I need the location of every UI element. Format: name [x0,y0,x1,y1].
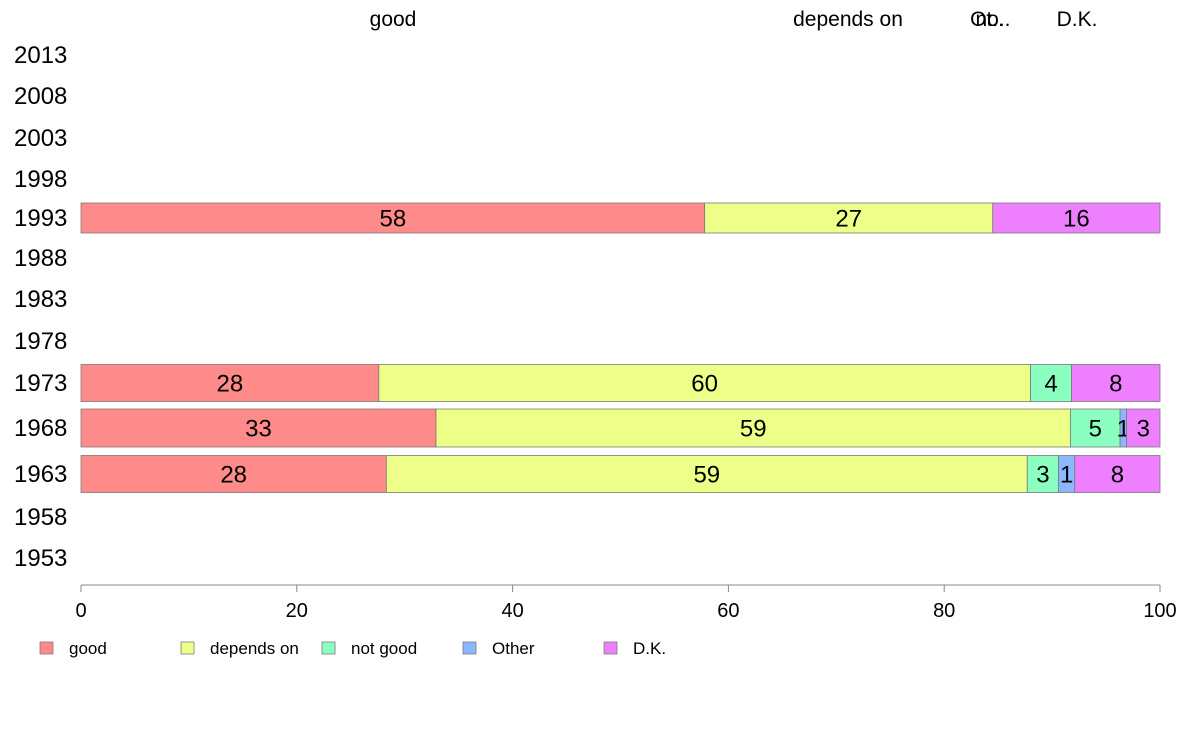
value-label-1968-not-good: 5 [1089,416,1102,443]
category-labels: 2013 2008 2003 1998 1993 1988 1983 1978 1973 1968… [14,42,67,572]
value-label-1993-depends-on: 27 [835,206,862,233]
top-label-good: good [370,8,417,31]
year-label-2003: 2003 [14,125,67,152]
year-label-2013: 2013 [14,42,67,69]
bar-1968-not-good [1070,408,1121,448]
legend-label-other: Other [492,639,535,658]
top-label-no: no.. [975,8,1010,31]
value-label-1993-good: 58 [379,206,406,233]
legend-swatch-not-good [321,641,336,655]
value-label-1973-not-good: 4 [1044,371,1057,398]
bar-1973-not-good [1030,364,1072,402]
year-label-1958: 1958 [14,504,67,531]
legend-swatch-good [39,641,54,655]
value-label-1963-not-good: 3 [1036,462,1049,489]
top-label-d-k: D.K. [1057,8,1098,31]
value-label-1963-d-k: 8 [1111,462,1124,489]
bar-1963-depends-on [385,455,1028,493]
value-label-1963-other: 1 [1060,462,1073,489]
value-label-1973-good: 28 [217,371,244,398]
value-label-1968-good: 33 [245,416,272,443]
bar-1993-depends-on [704,202,994,234]
legend-swatch-depends-on [180,641,195,655]
x-tick-label-40: 40 [501,600,523,622]
top-label-depends-on: depends on [793,8,903,31]
legend-label-d-k: D.K. [633,639,666,658]
year-label-1988: 1988 [14,245,67,272]
year-label-1968: 1968 [14,415,67,442]
year-label-2008: 2008 [14,83,67,110]
legend-swatch-other [462,641,477,655]
legend-label-depends-on: depends on [210,639,299,658]
year-label-1983: 1983 [14,286,67,313]
legend-swatch-d-k [603,641,618,655]
bar-1963-d-k [1074,455,1161,493]
x-axis: 0 20 40 60 80 100 [75,584,1177,622]
year-label-1953: 1953 [14,545,67,572]
legend-label-good: good [69,639,107,658]
value-label-1973-depends-on: 60 [691,371,718,398]
x-tick-label-20: 20 [286,600,308,622]
value-label-1963-good: 28 [220,462,247,489]
x-tick-label-100: 100 [1143,600,1176,622]
x-tick-label-60: 60 [717,600,739,622]
legend: good depends on not good Other D.K. [39,639,666,658]
x-tick-label-80: 80 [933,600,955,622]
year-label-1998: 1998 [14,166,67,193]
bar-1968-depends-on [435,408,1071,448]
value-label-1968-d-k: 3 [1137,416,1150,443]
value-label-1968-depends-on: 59 [740,416,767,443]
value-label-1973-d-k: 8 [1109,371,1122,398]
bar-1968-good [80,408,437,448]
bar-1973-depends-on [378,364,1031,402]
value-label-1963-depends-on: 59 [693,462,720,489]
top-label-ot: Ot.. [970,8,1004,31]
value-label-1993-d-k: 16 [1063,206,1090,233]
x-tick-label-0: 0 [75,600,86,622]
top-labels: good depends on Ot..no.. D.K. [370,8,1098,31]
year-label-1963: 1963 [14,461,67,488]
year-label-1978: 1978 [14,328,67,355]
year-label-1993: 1993 [14,205,67,232]
year-label-1973: 1973 [14,370,67,397]
legend-label-not-good: not good [351,639,417,658]
bar-1993-d-k [992,202,1161,234]
bar-1973-d-k [1071,364,1161,402]
bar-1968-d-k [1126,408,1161,448]
